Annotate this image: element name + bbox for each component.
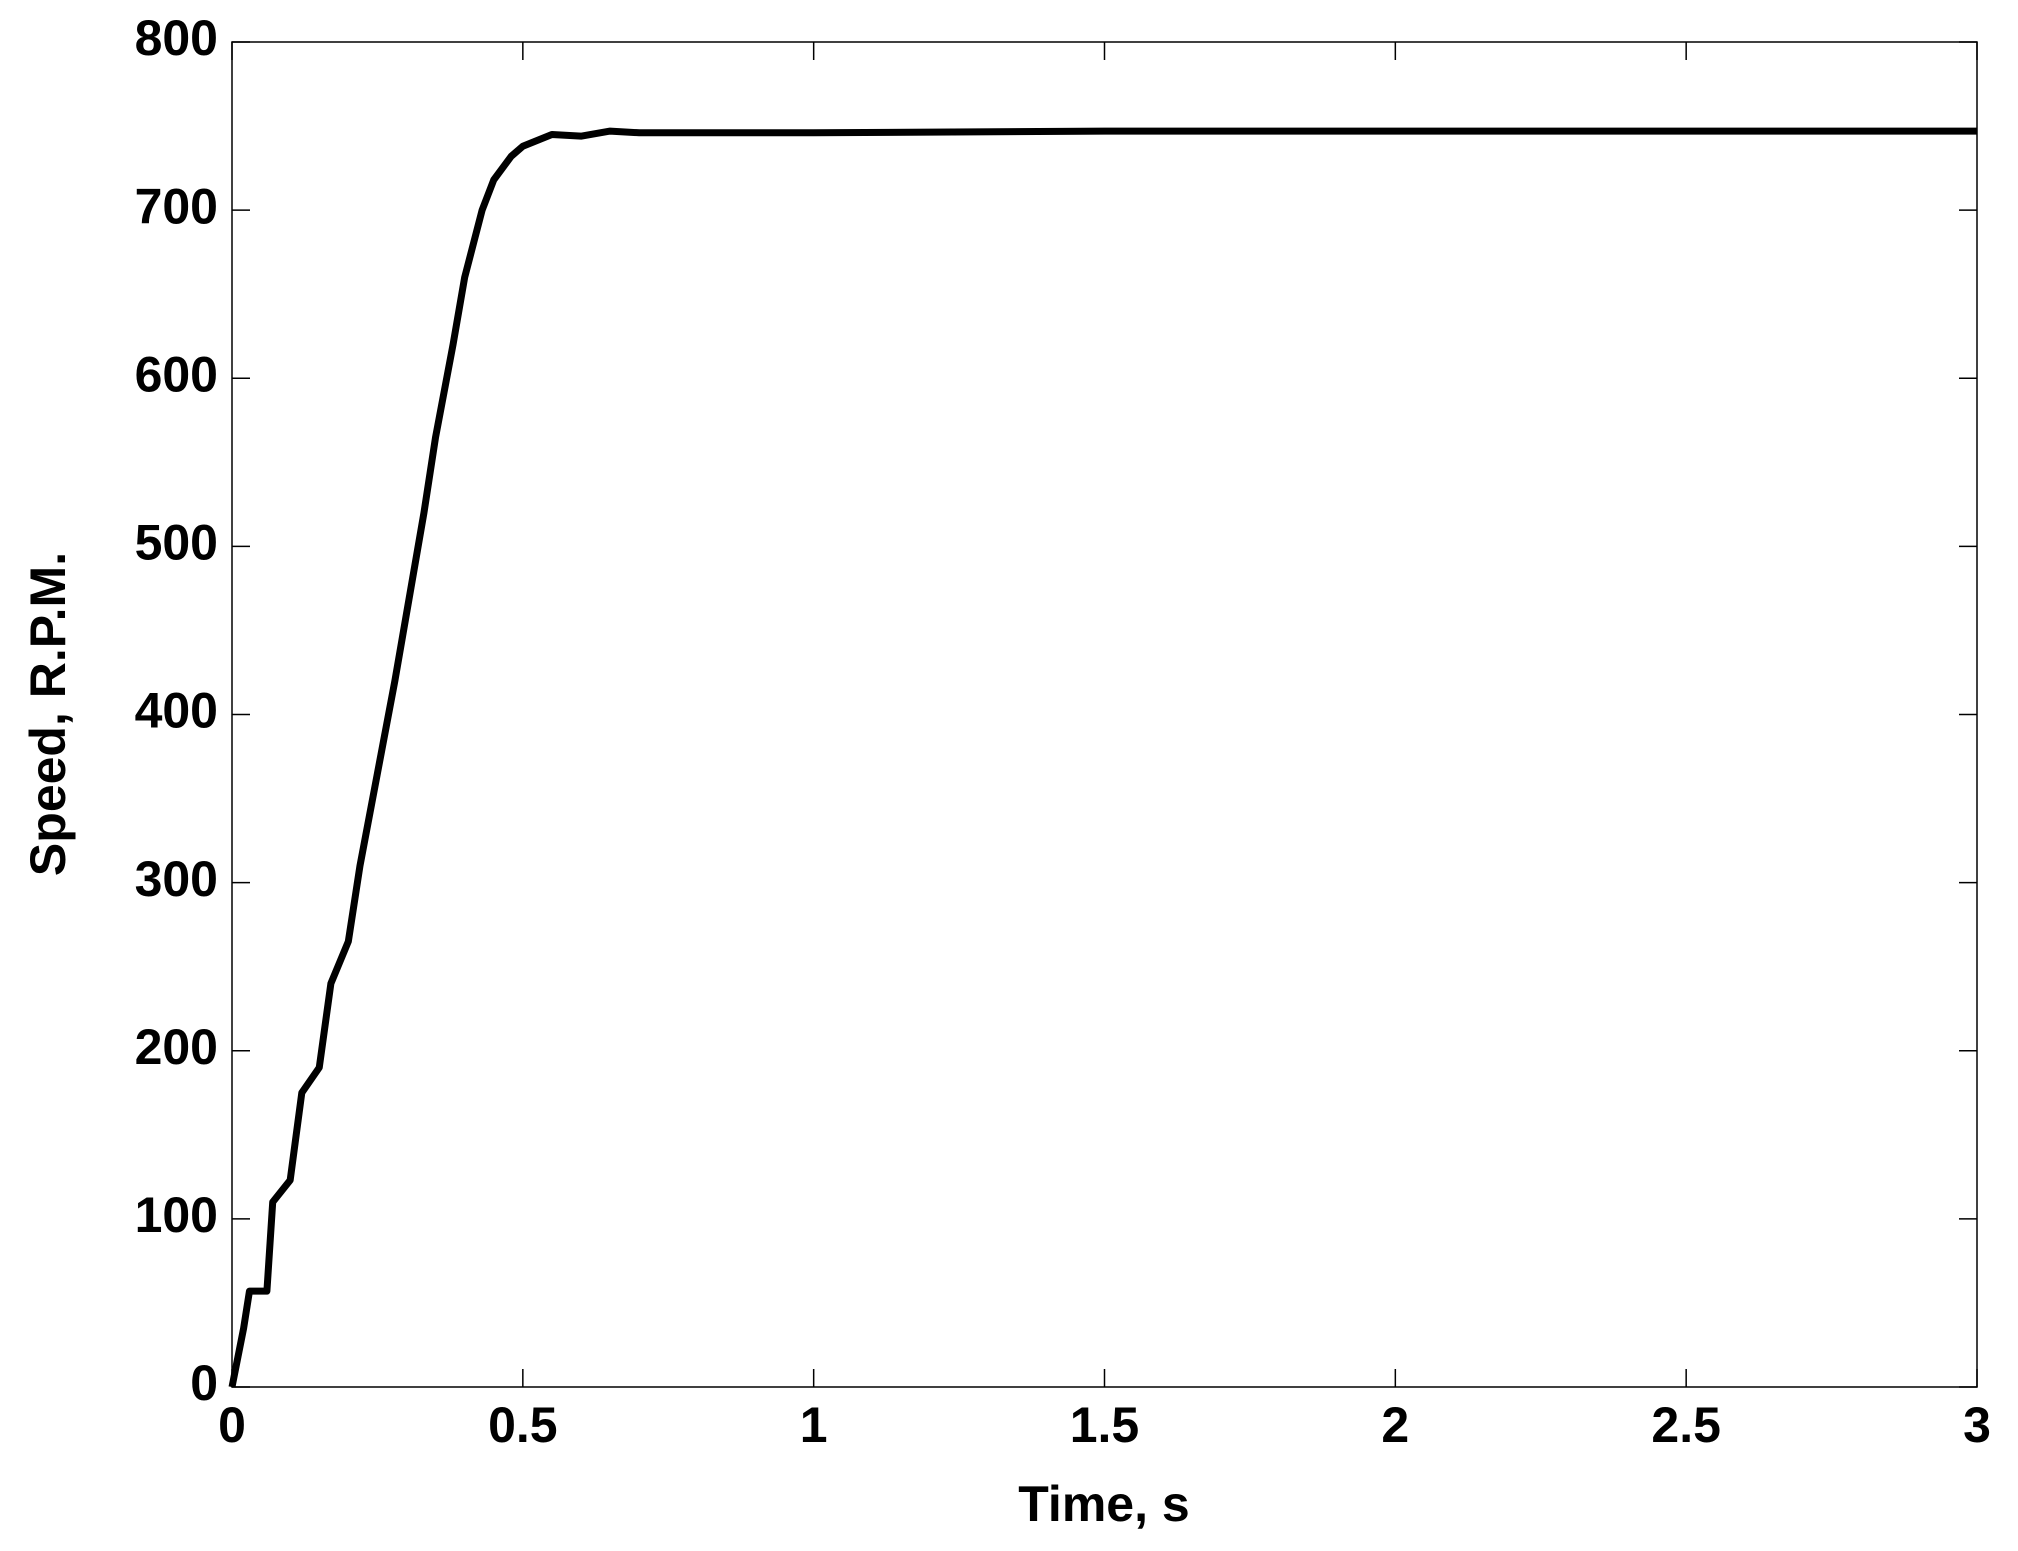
- x-axis-label: Time, s: [1018, 1476, 1189, 1532]
- x-tick-label: 3: [1963, 1397, 1991, 1453]
- y-tick-label: 600: [135, 346, 218, 402]
- x-tick-label: 1.5: [1070, 1397, 1140, 1453]
- y-tick-label: 700: [135, 178, 218, 234]
- y-axis-label: Speed, R.P.M.: [20, 552, 76, 876]
- data-line: [228, 127, 1977, 1388]
- x-tick-label: 0.5: [488, 1397, 558, 1453]
- y-tick-label: 300: [135, 851, 218, 907]
- y-tick-label: 0: [190, 1355, 218, 1411]
- x-tick-label: 2: [1381, 1397, 1409, 1453]
- x-tick-label: 0: [218, 1397, 246, 1453]
- y-tick-label: 400: [135, 683, 218, 739]
- x-tick-label: 2.5: [1651, 1397, 1721, 1453]
- y-tick-label: 500: [135, 515, 218, 571]
- y-tick-label: 200: [135, 1019, 218, 1075]
- y-tick-label: 800: [135, 10, 218, 66]
- plot-frame: [231, 41, 1978, 1388]
- x-tick-label: 1: [800, 1397, 828, 1453]
- y-tick-label: 100: [135, 1187, 218, 1243]
